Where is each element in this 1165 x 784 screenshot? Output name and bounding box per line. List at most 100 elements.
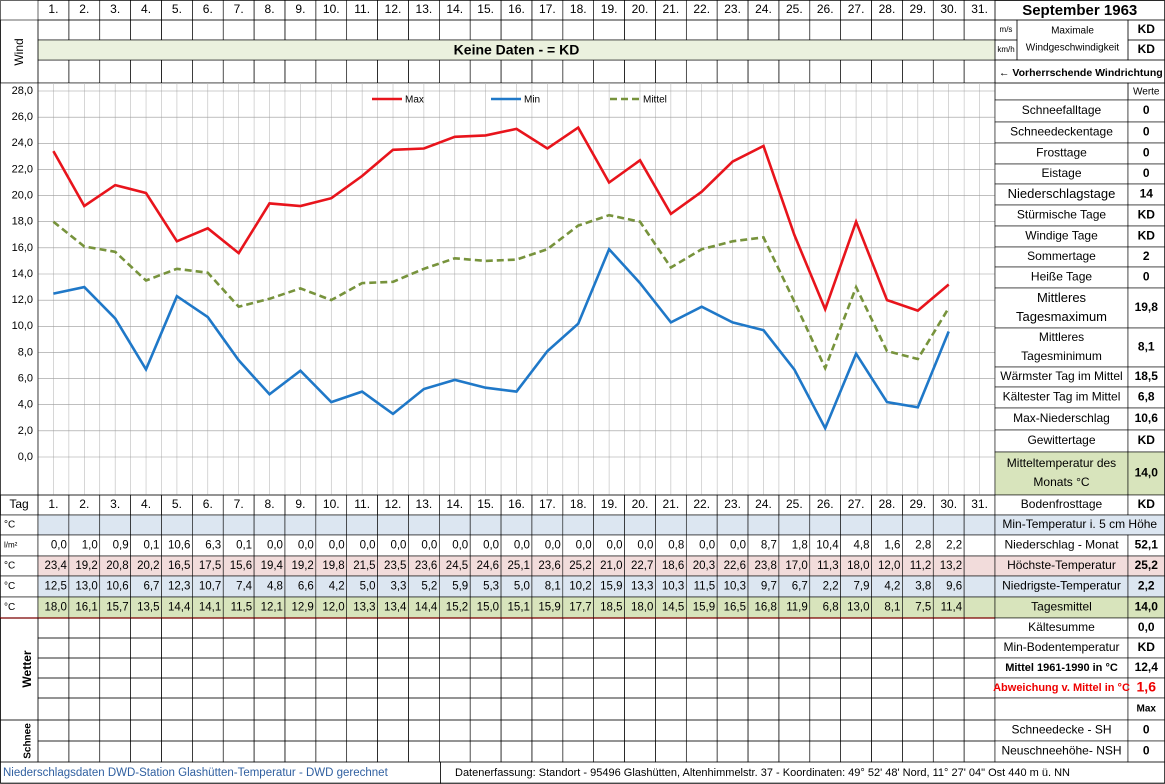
- table-value: 10,6: [168, 540, 190, 552]
- table-value: 0,0: [730, 540, 746, 552]
- table-value: 8,1: [884, 602, 900, 614]
- table-value: 4,2: [884, 581, 900, 593]
- y-tick-label: 28,0: [12, 85, 33, 97]
- table-value: 5,0: [360, 581, 376, 593]
- table-value: 25,2: [569, 560, 591, 572]
- table-value: 16,5: [724, 602, 746, 614]
- summary-value: KD: [1138, 497, 1156, 511]
- summary-label: Gewittertage: [1027, 433, 1095, 447]
- axis-area: [0, 82, 39, 496]
- day-label: 23.: [724, 2, 741, 16]
- summary-label: Sommertage: [1027, 249, 1096, 263]
- cell: [161, 514, 193, 536]
- summary-value: 0: [1143, 166, 1150, 180]
- table-value: 14,4: [168, 602, 191, 614]
- day-label: 26.: [817, 497, 834, 511]
- day-label: 10.: [323, 2, 340, 16]
- summary-label: Monats °C: [1033, 475, 1089, 489]
- summary-value: 52,1: [1135, 538, 1159, 552]
- day-label: 21.: [663, 497, 680, 511]
- day-label: 25.: [786, 2, 803, 16]
- table-value: 5,2: [421, 581, 437, 593]
- cell: [963, 555, 996, 577]
- legend-label: Min: [524, 95, 540, 106]
- day-label: 9.: [295, 497, 305, 511]
- summary-label: Niedrigste-Temperatur: [1002, 579, 1121, 593]
- table-value: 17,7: [569, 602, 591, 614]
- cell: [253, 514, 286, 536]
- footer-location: Datenerfassung: Standort - 95496 Glashüt…: [455, 767, 1070, 779]
- table-value: 15,7: [106, 602, 128, 614]
- day-label: 22.: [693, 497, 710, 511]
- wind-unit: m/s: [1000, 25, 1013, 34]
- day-label: 31.: [971, 2, 988, 16]
- table-value: 10,3: [724, 581, 746, 593]
- table-value: 10,3: [662, 581, 684, 593]
- table-value: 10,4: [816, 540, 839, 552]
- table-value: 7,5: [915, 602, 931, 614]
- day-label: 17.: [539, 2, 556, 16]
- table-value: 19,2: [291, 560, 313, 572]
- table-value: 0,0: [699, 540, 715, 552]
- summary-label: Tagesmittel: [1031, 600, 1092, 614]
- day-label: 30.: [940, 2, 957, 16]
- table-value: 10,7: [199, 581, 221, 593]
- day-label: 11.: [354, 497, 370, 511]
- table-value: 1,8: [792, 540, 808, 552]
- table-value: 15,1: [508, 602, 530, 614]
- cell: [716, 514, 749, 536]
- table-value: 2,2: [823, 581, 839, 593]
- summary-value: 2: [1143, 249, 1150, 263]
- summary-label: Wärmster Tag im Mittel: [1000, 369, 1122, 383]
- summary-label: Niederschlag - Monat: [1004, 538, 1119, 552]
- day-label: 20.: [632, 497, 649, 511]
- day-label: 25.: [786, 497, 803, 511]
- y-tick-label: 12,0: [12, 294, 33, 306]
- table-value: 12,0: [878, 560, 900, 572]
- day-label: 18.: [570, 2, 587, 16]
- day-label: 16.: [508, 2, 525, 16]
- cell: [994, 327, 1129, 368]
- summary-value: 25,2: [1135, 558, 1159, 572]
- legend-label: Max: [405, 95, 424, 106]
- table-value: 0,0: [267, 540, 283, 552]
- summary-value: 10,6: [1135, 411, 1159, 425]
- table-value: 17,5: [199, 560, 221, 572]
- day-label: 8.: [265, 2, 275, 16]
- day-label: 28.: [879, 497, 896, 511]
- cell: [562, 514, 594, 536]
- table-value: 15,0: [477, 602, 499, 614]
- cell: [655, 514, 687, 536]
- day-label: 29.: [909, 2, 926, 16]
- summary-label: Mitteltemperatur des: [1007, 456, 1116, 470]
- day-label: 31.: [971, 497, 988, 511]
- cell: [68, 514, 101, 536]
- table-value: 22,6: [724, 560, 746, 572]
- y-tick-label: 16,0: [12, 242, 33, 254]
- summary-value: KD: [1138, 229, 1156, 243]
- summary-label: Abweichung v. Mittel in °C: [993, 682, 1130, 694]
- table-value: 18,0: [44, 602, 66, 614]
- summary-label: Höchste-Temperatur: [1007, 558, 1116, 572]
- cell: [902, 514, 934, 536]
- day-label: 14.: [446, 497, 463, 511]
- no-data: Keine Daten - = KD: [454, 42, 580, 58]
- summary-value: 0,0: [1138, 620, 1155, 634]
- day-label: 16.: [508, 497, 525, 511]
- table-value: 25,1: [508, 560, 530, 572]
- table-value: 24,6: [477, 560, 499, 572]
- day-label: 27.: [848, 497, 865, 511]
- summary-label: Schneedecke - SH: [1011, 723, 1111, 737]
- table-value: 20,8: [106, 560, 128, 572]
- table-value: 0,0: [545, 540, 561, 552]
- table-value: 0,8: [668, 540, 684, 552]
- summary-label: Heiße Tage: [1031, 270, 1092, 284]
- table-value: 0,0: [637, 540, 653, 552]
- summary-value: 18,5: [1135, 369, 1159, 383]
- table-value: 15,9: [538, 602, 560, 614]
- cell: [99, 514, 131, 536]
- table-value: 18,0: [631, 602, 653, 614]
- cell: [130, 514, 162, 536]
- table-value: 5,0: [514, 581, 530, 593]
